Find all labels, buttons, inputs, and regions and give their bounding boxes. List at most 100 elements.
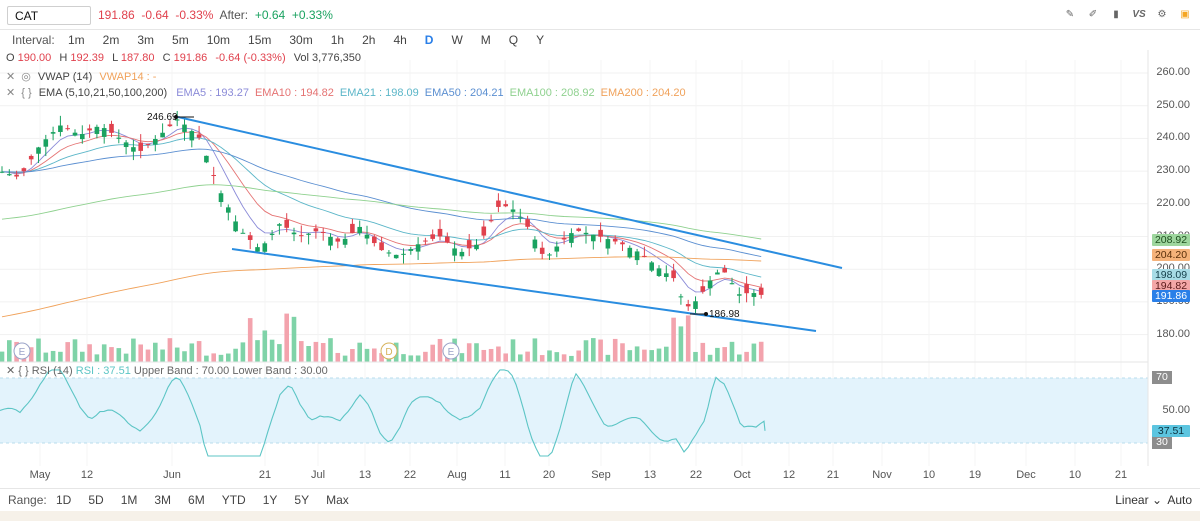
candle-body (182, 124, 187, 132)
symbol-input[interactable]: CAT (7, 6, 91, 25)
candle-body (503, 204, 508, 207)
range-1d[interactable]: 1D (56, 493, 72, 507)
candle-body (415, 244, 421, 252)
candle-body (240, 232, 246, 234)
interval-15m[interactable]: 15m (248, 33, 272, 47)
lower-trendline[interactable] (231, 248, 817, 332)
interval-5m[interactable]: 5m (172, 33, 189, 47)
vwap-legend: ✕ ◎ VWAP (14) VWAP14 : - (6, 70, 156, 83)
candle-body (28, 155, 34, 160)
volume-bar (722, 347, 727, 362)
volume-bar (299, 341, 304, 362)
drawing-tools-icon[interactable]: ✐ (1088, 8, 1098, 20)
settings-braces-icon[interactable]: { } (18, 365, 29, 377)
candle-body (372, 236, 377, 244)
settings-icon[interactable]: ⚙ (1157, 8, 1167, 20)
range-1m[interactable]: 1M (120, 493, 138, 507)
interval-10m[interactable]: 10m (206, 33, 231, 47)
candle-body (320, 232, 326, 234)
rsi-axis-label: 70 (1152, 371, 1172, 384)
volume-bar (525, 351, 530, 362)
candle-body (364, 234, 370, 239)
candle-body (174, 119, 180, 121)
interval-d[interactable]: D (424, 33, 434, 47)
volume-label: Vol (293, 52, 309, 64)
volume-bar (656, 348, 662, 362)
candle-body (36, 147, 41, 154)
volume-bar (58, 351, 63, 362)
volume-bar (72, 339, 78, 362)
candle-body (620, 242, 625, 245)
interval-3m[interactable]: 3m (137, 33, 155, 47)
pencil-icon[interactable]: ✎ (1065, 8, 1075, 20)
ema-legend-item: EMA5 : 193.27 (176, 87, 249, 99)
candle-body (605, 239, 611, 249)
interval-2m[interactable]: 2m (102, 33, 120, 47)
interval-2h[interactable]: 2h (362, 33, 376, 47)
range-max[interactable]: Max (326, 493, 349, 507)
price-tag: 208.92 (1152, 234, 1190, 247)
candle-body (0, 171, 5, 173)
candle-body (488, 220, 494, 222)
close-icon[interactable]: ✕ (6, 71, 16, 83)
ema-name: EMA (5,10,21,50,100,200) (38, 87, 168, 99)
close-icon[interactable]: ✕ (6, 87, 16, 99)
interval-4h[interactable]: 4h (393, 33, 407, 47)
candle-body (14, 174, 19, 177)
candle-body (145, 143, 151, 145)
interval-30m[interactable]: 30m (289, 33, 313, 47)
time-axis-label: 21 (258, 469, 272, 481)
calendar-icon[interactable]: ▣ (1180, 8, 1190, 20)
event-marker[interactable] (380, 342, 398, 360)
interval-q[interactable]: Q (508, 33, 519, 47)
scale-select[interactable]: Linear ⌄ (1115, 493, 1162, 507)
interval-y[interactable]: Y (536, 33, 545, 47)
settings-braces-icon[interactable]: { } (21, 87, 32, 99)
visibility-icon[interactable]: ◎ (21, 71, 31, 83)
rsi-name: RSI (14) (31, 365, 73, 377)
candle-body (306, 233, 311, 235)
interval-w[interactable]: W (451, 33, 463, 47)
candle-body (561, 237, 567, 240)
range-5y[interactable]: 5Y (294, 493, 310, 507)
upper-trendline[interactable] (177, 116, 843, 269)
range-6m[interactable]: 6M (188, 493, 205, 507)
candle-body (554, 246, 560, 252)
range-ytd[interactable]: YTD (221, 493, 246, 507)
volume-bar (634, 346, 640, 362)
candle-body (408, 249, 414, 251)
volume-bar (715, 347, 720, 362)
compare-icon[interactable]: VS (1132, 8, 1146, 20)
ohlc-legend: O 190.00 H 192.39 L 187.80 C 191.86 -0.6… (6, 52, 361, 64)
volume-bar (744, 351, 749, 362)
rsi-axis-label: 30 (1152, 436, 1172, 449)
volume-bar (233, 348, 238, 362)
volume-bar (284, 313, 289, 362)
range-1y[interactable]: 1Y (262, 493, 278, 507)
price-axis-label: 230.00 (1156, 164, 1190, 177)
close-icon[interactable]: ✕ (6, 365, 16, 377)
auto-scale-toggle[interactable]: Auto (1167, 493, 1192, 507)
time-axis-label: Aug (447, 469, 467, 481)
candle-body (189, 131, 195, 141)
volume-bar (591, 338, 596, 362)
event-marker[interactable] (442, 342, 460, 360)
interval-1m[interactable]: 1m (68, 33, 85, 47)
volume-bar (313, 341, 319, 362)
low-annotation: 186.98 (709, 309, 740, 320)
range-5d[interactable]: 5D (88, 493, 104, 507)
interval-1h[interactable]: 1h (330, 33, 345, 47)
candle-body (722, 268, 727, 273)
volume-bar (87, 344, 92, 362)
range-3m[interactable]: 3M (154, 493, 172, 507)
volume-bar (693, 351, 698, 362)
interval-m[interactable]: M (480, 33, 491, 47)
event-marker[interactable] (13, 342, 31, 360)
candle-body (196, 134, 202, 138)
chevron-down-icon: ⌄ (1151, 493, 1162, 507)
volume-bar (758, 341, 764, 362)
candle-type-icon[interactable]: ▮ (1113, 8, 1119, 20)
vwap-value: VWAP14 : - (99, 71, 157, 83)
